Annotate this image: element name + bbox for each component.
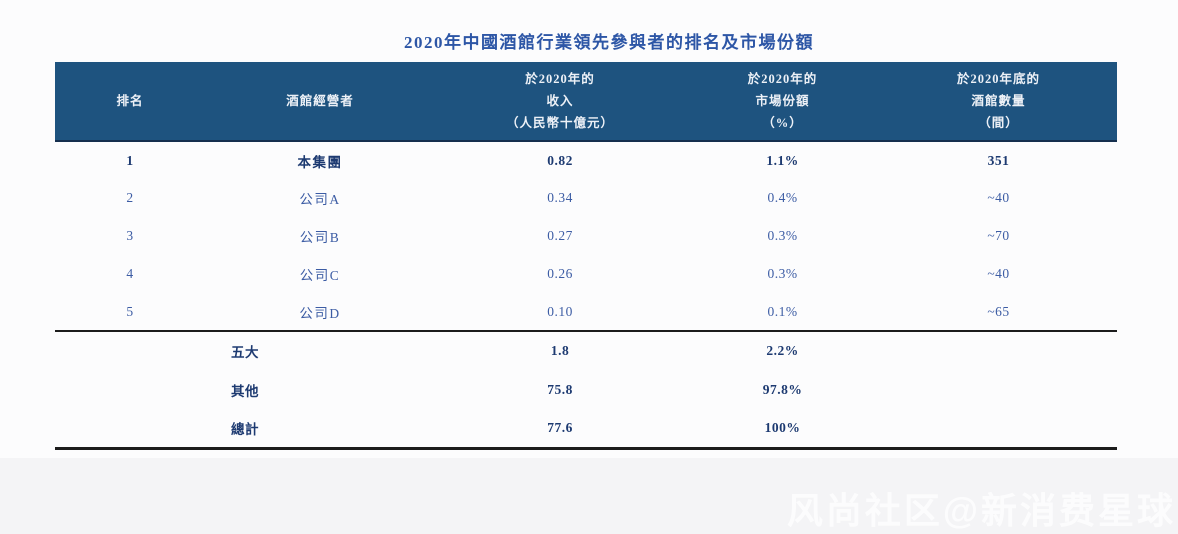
col-header-operator: 酒館經營者 xyxy=(205,62,435,142)
share-cell: 97.8% xyxy=(762,381,803,397)
count-cell: ~70 xyxy=(987,228,1010,243)
share-cell: 0.3% xyxy=(767,228,798,243)
col-header-rank: 排名 xyxy=(55,62,205,142)
table-row: 4 公司C 0.26 0.3% ~40 xyxy=(55,255,1117,293)
col-header-market-share: 於2020年的 市場份額 （%） xyxy=(685,62,880,142)
header-line: （間） xyxy=(978,116,1019,130)
share-cell: 0.3% xyxy=(767,266,798,281)
header-line: 於2020年的 xyxy=(525,72,595,86)
operator-cell: 公司C xyxy=(299,268,341,283)
count-cell xyxy=(880,330,1117,370)
col-header-revenue: 於2020年的 收入 （人民幣十億元） xyxy=(435,62,685,142)
page-title: 2020年中國酒館行業領先參與者的排名及市場份額 xyxy=(404,33,814,52)
count-cell: ~40 xyxy=(987,266,1010,281)
count-cell: ~40 xyxy=(987,190,1010,205)
watermark: 风尚社区@新消费星球 xyxy=(786,490,1176,531)
rank-cell: 2 xyxy=(126,190,134,205)
col-header-tavern-count: 於2020年底的 酒館數量 （間） xyxy=(880,62,1117,142)
operator-cell: 公司B xyxy=(299,230,341,245)
rank-cell: 4 xyxy=(126,266,134,281)
count-cell: ~65 xyxy=(987,303,1010,319)
summary-row-top-five: 五大 1.8 2.2% xyxy=(55,330,1117,370)
summary-row-others: 其他 75.8 97.8% xyxy=(55,370,1117,409)
summary-label: 總計 xyxy=(55,409,435,450)
summary-label: 其他 xyxy=(231,383,259,399)
header-line: 於2020年的 xyxy=(747,72,818,86)
table-row: 5 公司D 0.10 0.1% ~65 xyxy=(55,293,1117,331)
table-row: 2 公司A 0.34 0.4% ~40 xyxy=(55,179,1117,217)
header-row: 排名 酒館經營者 於2020年的 收入 （人民幣十億元） 於2020年的 市場份… xyxy=(55,62,1117,142)
table-body: 1 本集團 0.82 1.1% 351 2 公司A 0.34 0.4% ~40 … xyxy=(55,141,1117,450)
operator-cell: 本集團 xyxy=(297,154,343,170)
header-line: 排名 xyxy=(116,94,144,108)
header-line: 於2020年底的 xyxy=(956,72,1040,86)
header-line: （%） xyxy=(762,116,803,130)
footer-strip xyxy=(0,458,1178,534)
revenue-cell: 0.82 xyxy=(547,152,573,168)
share-cell: 2.2% xyxy=(685,330,880,370)
revenue-cell: 0.26 xyxy=(547,266,573,281)
summary-row-total: 總計 77.6 100% xyxy=(55,409,1117,450)
share-cell: 100% xyxy=(685,409,880,450)
count-cell: 351 xyxy=(987,152,1010,168)
revenue-cell: 0.34 xyxy=(547,190,573,205)
share-cell: 0.4% xyxy=(767,190,798,205)
rank-cell: 5 xyxy=(126,303,134,319)
header-line: 市場份額 xyxy=(755,94,810,108)
rank-cell: 1 xyxy=(126,152,134,168)
rank-cell: 3 xyxy=(126,228,134,243)
table-row: 1 本集團 0.82 1.1% 351 xyxy=(55,141,1117,179)
revenue-cell: 0.10 xyxy=(547,303,573,319)
summary-label: 五大 xyxy=(55,330,435,370)
header-line: （人民幣十億元） xyxy=(505,116,614,130)
share-cell: 1.1% xyxy=(766,152,799,168)
header-line: 酒館經營者 xyxy=(286,94,354,108)
share-cell: 0.1% xyxy=(767,303,798,319)
count-cell xyxy=(880,409,1117,450)
operator-cell: 公司D xyxy=(299,305,341,321)
operator-cell: 公司A xyxy=(299,192,341,207)
ranking-table: 排名 酒館經營者 於2020年的 收入 （人民幣十億元） 於2020年的 市場份… xyxy=(55,62,1117,450)
count-cell xyxy=(880,370,1117,409)
revenue-cell: 0.27 xyxy=(547,228,573,243)
header-line: 酒館數量 xyxy=(971,94,1026,108)
revenue-cell: 77.6 xyxy=(435,409,685,450)
header-line: 收入 xyxy=(546,94,574,108)
revenue-cell: 1.8 xyxy=(435,330,685,370)
revenue-cell: 75.8 xyxy=(547,381,573,397)
table-row: 3 公司B 0.27 0.3% ~70 xyxy=(55,217,1117,255)
table-header: 排名 酒館經營者 於2020年的 收入 （人民幣十億元） 於2020年的 市場份… xyxy=(55,62,1117,142)
